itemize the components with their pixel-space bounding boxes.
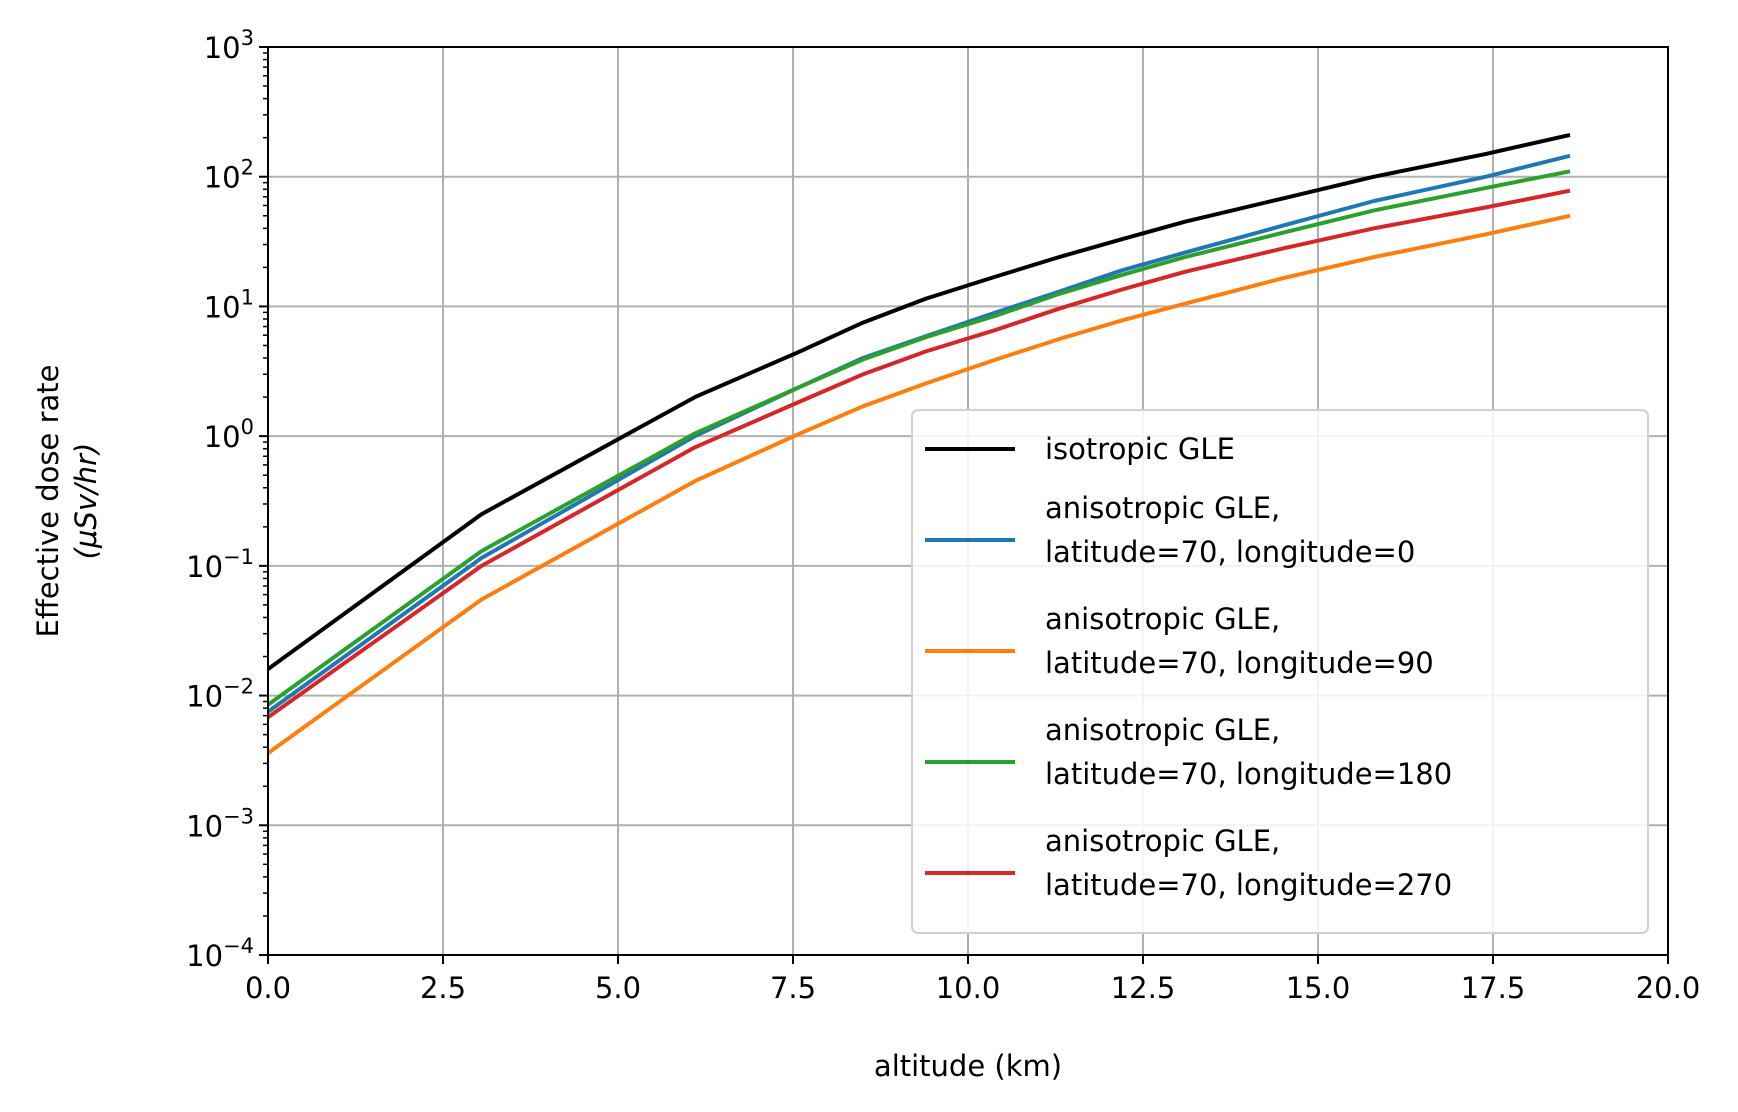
x-tick-label: 5.0: [595, 971, 641, 1005]
y-tick-label: 10−2: [186, 675, 254, 714]
axis-ticks: [259, 46, 1669, 964]
y-tick-label: 102: [204, 156, 254, 195]
legend-label: isotropic GLE: [1045, 432, 1235, 466]
x-tick-label: 7.5: [770, 971, 816, 1005]
y-tick-label: 100: [204, 415, 254, 454]
legend-label: latitude=70, longitude=0: [1045, 535, 1415, 569]
x-tick-label: 0.0: [245, 971, 291, 1005]
x-tick-label: 17.5: [1461, 971, 1526, 1005]
series-line: [266, 132, 1571, 671]
series-line: [266, 213, 1571, 755]
series-line: [266, 153, 1571, 714]
y-tick-label: 103: [204, 26, 254, 65]
legend-label: anisotropic GLE,: [1045, 602, 1280, 636]
x-tick-label: 12.5: [1111, 971, 1176, 1005]
legend-label: latitude=70, longitude=270: [1045, 868, 1452, 902]
x-tick-label: 2.5: [420, 971, 466, 1005]
legend-label: latitude=70, longitude=180: [1045, 757, 1452, 791]
y-axis-label-line1: Effective dose rate: [31, 365, 65, 638]
legend-label: latitude=70, longitude=90: [1045, 646, 1434, 680]
legend-label: anisotropic GLE,: [1045, 713, 1280, 747]
x-tick-labels: 0.0 2.5 5.0 7.5 10.0 12.5 15.0 17.5 20.0: [245, 971, 1700, 1005]
series-line: [266, 188, 1571, 719]
y-axis-label-line2: (μSv/hr): [69, 443, 103, 560]
y-tick-labels: 10−4 10−3 10−2 10−1 100 101 102 103: [186, 26, 254, 973]
series-lines: [266, 132, 1571, 755]
legend: isotropic GLE anisotropic GLE, latitude=70…: [911, 409, 1649, 934]
x-tick-label: 10.0: [936, 971, 1001, 1005]
legend-frame: [911, 409, 1649, 934]
y-tick-label: 101: [204, 285, 254, 324]
x-axis-label: altitude (km): [874, 1049, 1062, 1083]
y-tick-label: 10−1: [186, 545, 254, 584]
y-axis-label: Effective dose rate (μSv/hr): [31, 365, 103, 638]
legend-label: anisotropic GLE,: [1045, 491, 1280, 525]
x-tick-label: 15.0: [1286, 971, 1351, 1005]
y-tick-label: 10−4: [186, 934, 254, 973]
series-line: [266, 169, 1571, 707]
y-tick-label: 10−3: [186, 804, 254, 843]
legend-label: anisotropic GLE,: [1045, 824, 1280, 858]
x-tick-label: 20.0: [1636, 971, 1701, 1005]
